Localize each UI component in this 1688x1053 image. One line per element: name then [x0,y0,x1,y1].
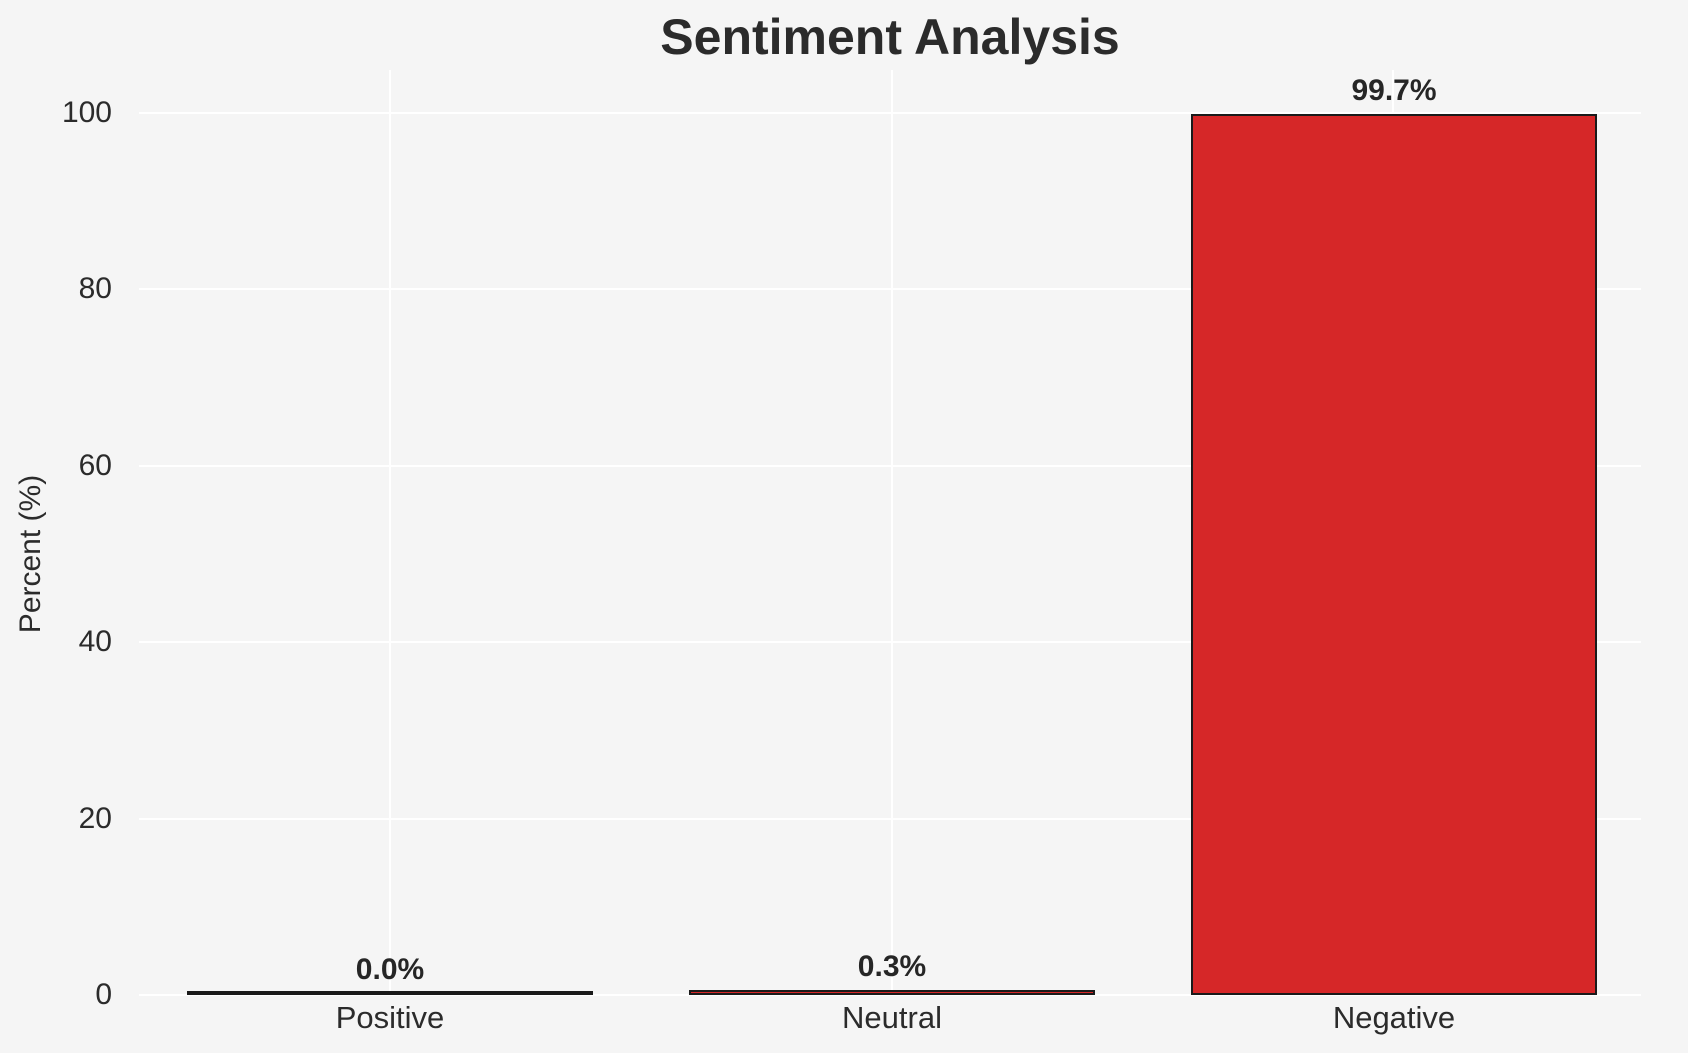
bar-value-label-positive: 0.0% [355,953,425,986]
y-tick-label-80: 80 [78,272,112,305]
y-tick-label-0: 0 [95,978,112,1011]
y-tick-label-60: 60 [78,449,112,482]
y-tick-label-40: 40 [78,625,112,658]
gridline-x-positive [389,70,391,995]
gridline-y-0 [139,994,1641,996]
bar-neutral [689,990,1095,995]
y-tick-label-20: 20 [78,802,112,835]
x-tick-label-neutral: Neutral [842,1000,942,1035]
bar-value-label-negative: 99.7% [1351,74,1437,107]
y-axis-label: Percent (%) [14,474,47,634]
bar-positive [187,991,593,995]
x-tick-label-negative: Negative [1332,1000,1456,1035]
gridline-x-neutral [891,70,893,995]
x-tick-label-positive: Positive [335,1000,445,1035]
bar-negative [1191,114,1597,995]
plot-area: 0.0% 0.3% 99.7% [139,70,1641,996]
y-tick-label-100: 100 [61,96,112,129]
gridline-y-40 [139,641,1641,643]
gridline-y-100 [139,112,1641,114]
gridline-y-60 [139,465,1641,467]
chart-title: Sentiment Analysis [660,9,1120,65]
gridline-y-80 [139,288,1641,290]
bar-value-label-neutral: 0.3% [857,950,927,983]
gridline-y-20 [139,818,1641,820]
